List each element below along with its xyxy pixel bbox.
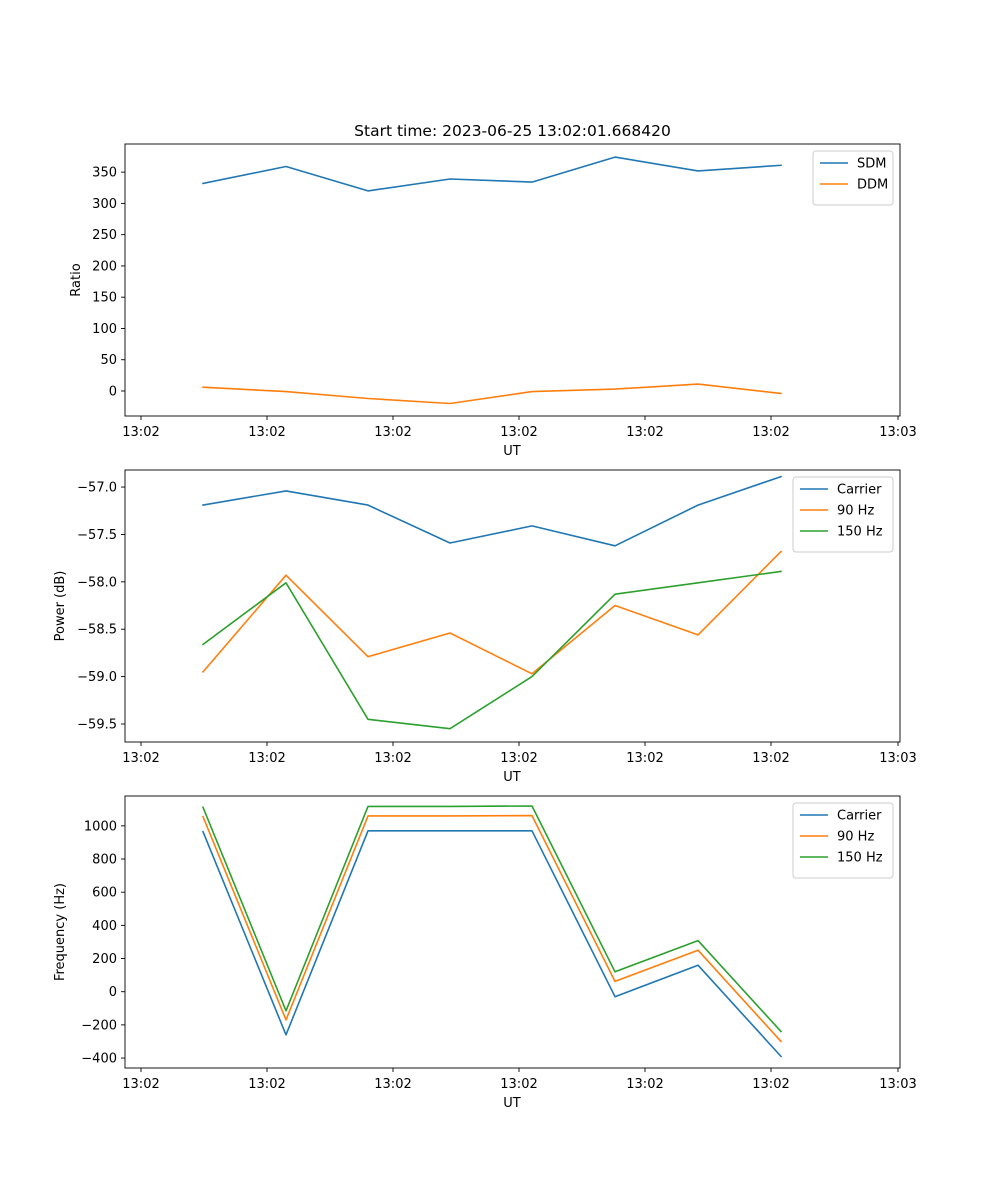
x-tick-label: 13:02 (248, 751, 285, 766)
y-tick-label: 350 (92, 166, 117, 181)
series-line-2-3 (201, 570, 782, 730)
legend-entry-label: Carrier (837, 483, 882, 498)
y-tick-label: 1000 (84, 819, 117, 834)
plot-frame-3 (124, 795, 901, 1069)
y-tick-label: 250 (92, 228, 117, 243)
y-tick-label: 100 (92, 322, 117, 337)
x-tick-label: 13:02 (500, 751, 537, 766)
x-tick-label: 13:02 (626, 1077, 663, 1092)
y-tick-label: 0 (109, 384, 117, 399)
y-tick-label: 200 (92, 952, 117, 967)
legend-entry-label: SDM (857, 157, 886, 172)
x-axis-label: UT (503, 444, 521, 459)
y-tick-label: −57.5 (77, 528, 117, 543)
x-axis-label: UT (503, 1096, 521, 1111)
y-tick-label: 400 (92, 919, 117, 934)
x-tick-label: 13:03 (879, 425, 916, 440)
x-tick-label: 13:02 (500, 1077, 537, 1092)
x-tick-label: 13:02 (626, 425, 663, 440)
x-tick-label: 13:02 (752, 1077, 789, 1092)
x-tick-label: 13:02 (122, 425, 159, 440)
plot-frame-1 (124, 143, 901, 417)
series-line-3-1 (201, 829, 783, 1058)
y-tick-label: −58.5 (77, 623, 117, 638)
legend-entry-label: 90 Hz (837, 830, 874, 845)
chart-panel-3: 13:02 13:02 13:02 13:02 13:02 13:02 13:03 −400 −… (53, 795, 917, 1111)
legend-entry-label: Carrier (837, 809, 882, 824)
y-tick-label: −200 (81, 1018, 117, 1033)
y-axis-label: Power (dB) (53, 571, 68, 642)
series-line-2-1 (202, 475, 783, 547)
x-tick-label: 13:02 (500, 425, 537, 440)
y-tick-label: 300 (92, 197, 117, 212)
x-tick-label: 13:02 (248, 425, 285, 440)
series-line-1-2 (202, 383, 782, 405)
y-tick-label: −58.0 (77, 575, 117, 590)
legend-entry-label: 90 Hz (837, 504, 874, 519)
x-axis-label: UT (503, 770, 521, 785)
chart-panel-1: 13:02 13:02 13:02 13:02 13:02 13:02 13:03 0 50 10… (69, 143, 917, 459)
x-tick-label: 13:03 (879, 1077, 916, 1092)
x-tick-label: 13:03 (879, 751, 916, 766)
series-line-3-3 (201, 805, 783, 1033)
series-line-3-2 (201, 814, 783, 1043)
y-tick-label: −57.0 (77, 481, 117, 496)
legend-entry-label: 150 Hz (837, 525, 883, 540)
legend-1: SDM DDM (812, 150, 894, 206)
x-tick-label: 13:02 (122, 1077, 159, 1092)
legend-2: Carrier 90 Hz 150 Hz (792, 476, 894, 553)
legend-box (792, 476, 894, 553)
legend-entry-label: DDM (857, 178, 888, 193)
series-line-1-1 (202, 156, 782, 192)
x-tick-label: 13:02 (248, 1077, 285, 1092)
figure-title: Start time: 2023-06-25 13:02:01.668420 (354, 122, 671, 140)
y-tick-label: −400 (81, 1052, 117, 1067)
x-tick-label: 13:02 (374, 1077, 411, 1092)
x-tick-label: 13:02 (752, 751, 789, 766)
y-axis-label: Frequency (Hz) (53, 883, 68, 981)
y-tick-label: 800 (92, 853, 117, 868)
legend-box (812, 150, 894, 206)
y-tick-label: −59.0 (77, 670, 117, 685)
y-tick-label: 150 (92, 291, 117, 306)
legend-entry-label: 150 Hz (837, 851, 883, 866)
y-tick-label: −59.5 (77, 717, 117, 732)
x-tick-label: 13:02 (626, 751, 663, 766)
y-tick-label: 200 (92, 259, 117, 274)
x-tick-label: 13:02 (374, 425, 411, 440)
y-tick-label: 600 (92, 886, 117, 901)
y-axis-label: Ratio (69, 263, 84, 296)
legend-3: Carrier 90 Hz 150 Hz (792, 802, 894, 879)
y-tick-label: 0 (109, 985, 117, 1000)
chart-panel-2: 13:02 13:02 13:02 13:02 13:02 13:02 13:03 −59.5… (53, 469, 917, 785)
y-tick-label: 50 (100, 353, 117, 368)
legend-box (792, 802, 894, 879)
x-tick-label: 13:02 (752, 425, 789, 440)
x-tick-label: 13:02 (374, 751, 411, 766)
plot-frame-2 (124, 469, 901, 743)
series-line-2-2 (201, 550, 783, 675)
x-tick-label: 13:02 (122, 751, 159, 766)
